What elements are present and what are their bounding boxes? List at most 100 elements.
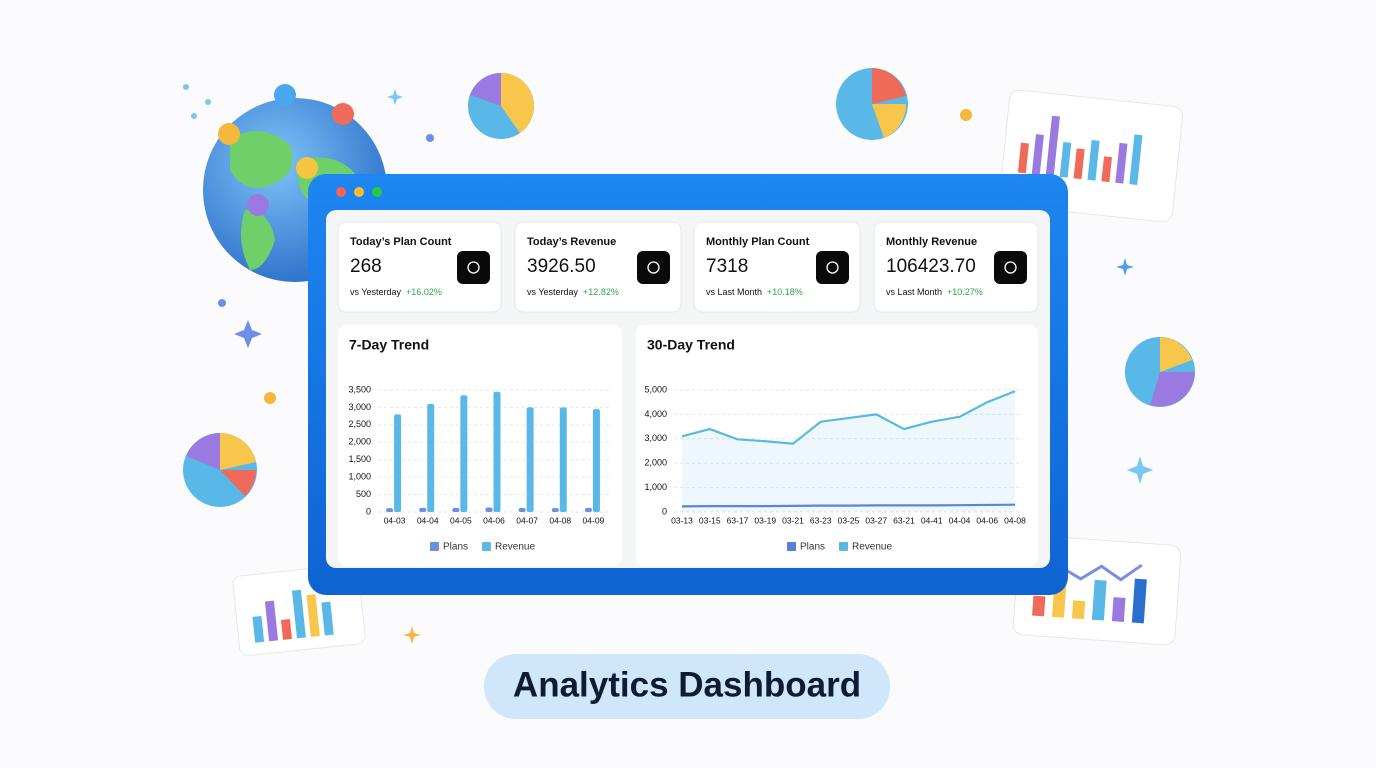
y-tick-label: 2,500 xyxy=(348,419,371,429)
bar xyxy=(592,409,600,512)
chart-title: 30-Day Trend xyxy=(647,337,735,353)
card-label: Today’s Plan Count xyxy=(350,236,452,248)
y-tick-label: 4,000 xyxy=(644,409,667,419)
line xyxy=(681,390,1016,445)
card-value: 268 xyxy=(350,256,382,277)
card-background xyxy=(693,221,861,313)
x-tick-label: 04-41 xyxy=(921,515,943,525)
x-tick-label: 03-27 xyxy=(865,515,887,525)
chart-panel xyxy=(338,325,622,566)
y-tick-label: 5,000 xyxy=(644,384,667,394)
bar xyxy=(427,403,435,512)
bar xyxy=(559,407,567,512)
legend-label: Revenue xyxy=(495,542,535,553)
card-background xyxy=(514,221,682,313)
kpi-cards: Today’s Plan Count 268 vs Yesterday +16.02%… xyxy=(337,221,1039,313)
bar xyxy=(551,508,559,512)
y-tick-label: 2,000 xyxy=(348,437,371,447)
kpi-card: Monthly Revenue 106423.70 vs Last Month +10… xyxy=(873,221,1039,313)
title-banner xyxy=(484,654,890,719)
y-tick-label: 0 xyxy=(662,506,667,516)
card-icon xyxy=(994,251,1027,284)
bar xyxy=(394,414,402,512)
card-label: Today’s Revenue xyxy=(527,236,616,248)
bar xyxy=(419,507,427,512)
y-tick-label: 3,000 xyxy=(348,402,371,412)
change-value: +12.82% xyxy=(583,287,619,297)
window-minimize[interactable] xyxy=(354,187,364,197)
x-tick-label: 03-21 xyxy=(782,515,804,525)
kpi-card: Monthly Plan Count 7318 vs Last Month +10.1… xyxy=(693,221,861,313)
card-value: 7318 xyxy=(706,256,748,277)
change-value: +10.27% xyxy=(947,287,983,297)
y-tick-label: 3,000 xyxy=(644,433,667,443)
legend-swatch xyxy=(430,542,439,551)
x-tick-label: 63-23 xyxy=(810,515,832,525)
card-label: Monthly Revenue xyxy=(886,236,977,248)
x-tick-label: 04-04 xyxy=(949,515,971,525)
x-tick-label: 03-19 xyxy=(754,515,776,525)
card-compare: vs Yesterday +16.02% xyxy=(350,287,442,297)
card-icon-glyph xyxy=(826,261,839,274)
compare-label: vs Yesterday xyxy=(527,287,579,297)
compare-label: vs Yesterday xyxy=(350,287,402,297)
x-tick-label: 04-06 xyxy=(976,515,998,525)
card-label: Monthly Plan Count xyxy=(706,236,810,248)
window-close[interactable] xyxy=(336,187,346,197)
x-tick-label: 63-21 xyxy=(893,515,915,525)
legend-swatch xyxy=(787,542,796,551)
chart: 7-Day Trend 0 500 1,000 1,500 2,000 2,500 3,000… xyxy=(348,337,610,553)
x-tick-label: 03-15 xyxy=(699,515,721,525)
x-tick-label: 03-13 xyxy=(671,515,693,525)
card-icon xyxy=(816,251,849,284)
x-tick-label: 04-08 xyxy=(549,515,571,525)
bar xyxy=(493,391,501,512)
x-tick-label: 03-25 xyxy=(838,515,860,525)
card-compare: vs Yesterday +12.82% xyxy=(527,287,619,297)
y-tick-label: 0 xyxy=(366,506,371,516)
card-value: 106423.70 xyxy=(886,256,976,277)
window-maximize[interactable] xyxy=(372,187,382,197)
x-tick-label: 04-03 xyxy=(384,515,406,525)
compare-label: vs Last Month xyxy=(886,287,942,297)
card-compare: vs Last Month +10.18% xyxy=(706,287,803,297)
chart: 30-Day Trend 0 1,000 2,000 3,000 4,000 5,000 03… xyxy=(644,337,1026,553)
kpi-card: Today’s Revenue 3926.50 vs Yesterday +12.82… xyxy=(514,221,682,313)
card-icon xyxy=(457,251,490,284)
change-value: +10.18% xyxy=(767,287,803,297)
y-tick-label: 500 xyxy=(356,489,371,499)
x-tick-label: 04-09 xyxy=(583,515,605,525)
card-compare: vs Last Month +10.27% xyxy=(886,287,983,297)
y-tick-label: 1,000 xyxy=(644,482,667,492)
legend-swatch xyxy=(482,542,491,551)
compare-label: vs Last Month xyxy=(706,287,762,297)
bar xyxy=(485,507,493,512)
legend-label: Plans xyxy=(443,542,468,553)
y-tick-label: 2,000 xyxy=(644,458,667,468)
change-value: +16.02% xyxy=(406,287,442,297)
card-icon-glyph xyxy=(467,261,480,274)
area xyxy=(682,391,1015,512)
bar xyxy=(452,507,460,512)
card-background xyxy=(337,221,502,313)
chart-title: 7-Day Trend xyxy=(349,337,429,353)
x-tick-label: 04-06 xyxy=(483,515,505,525)
bar xyxy=(584,507,592,512)
x-tick-label: 63-17 xyxy=(727,515,749,525)
bar xyxy=(526,407,534,512)
card-value: 3926.50 xyxy=(527,256,596,277)
line xyxy=(681,503,1016,508)
y-tick-label: 1,500 xyxy=(348,454,371,464)
charts: 7-Day Trend 0 500 1,000 1,500 2,000 2,500 3,000… xyxy=(348,337,1026,553)
y-tick-label: 3,500 xyxy=(348,384,371,394)
y-tick-label: 1,000 xyxy=(348,472,371,482)
kpi-card: Today’s Plan Count 268 vs Yesterday +16.02% xyxy=(337,221,502,313)
card-icon xyxy=(637,251,670,284)
x-tick-label: 04-04 xyxy=(417,515,439,525)
card-icon-glyph xyxy=(1004,261,1017,274)
legend-label: Revenue xyxy=(852,542,892,553)
card-background xyxy=(873,221,1039,313)
x-tick-label: 04-05 xyxy=(450,515,472,525)
page-title: Analytics Dashboard xyxy=(513,665,861,704)
